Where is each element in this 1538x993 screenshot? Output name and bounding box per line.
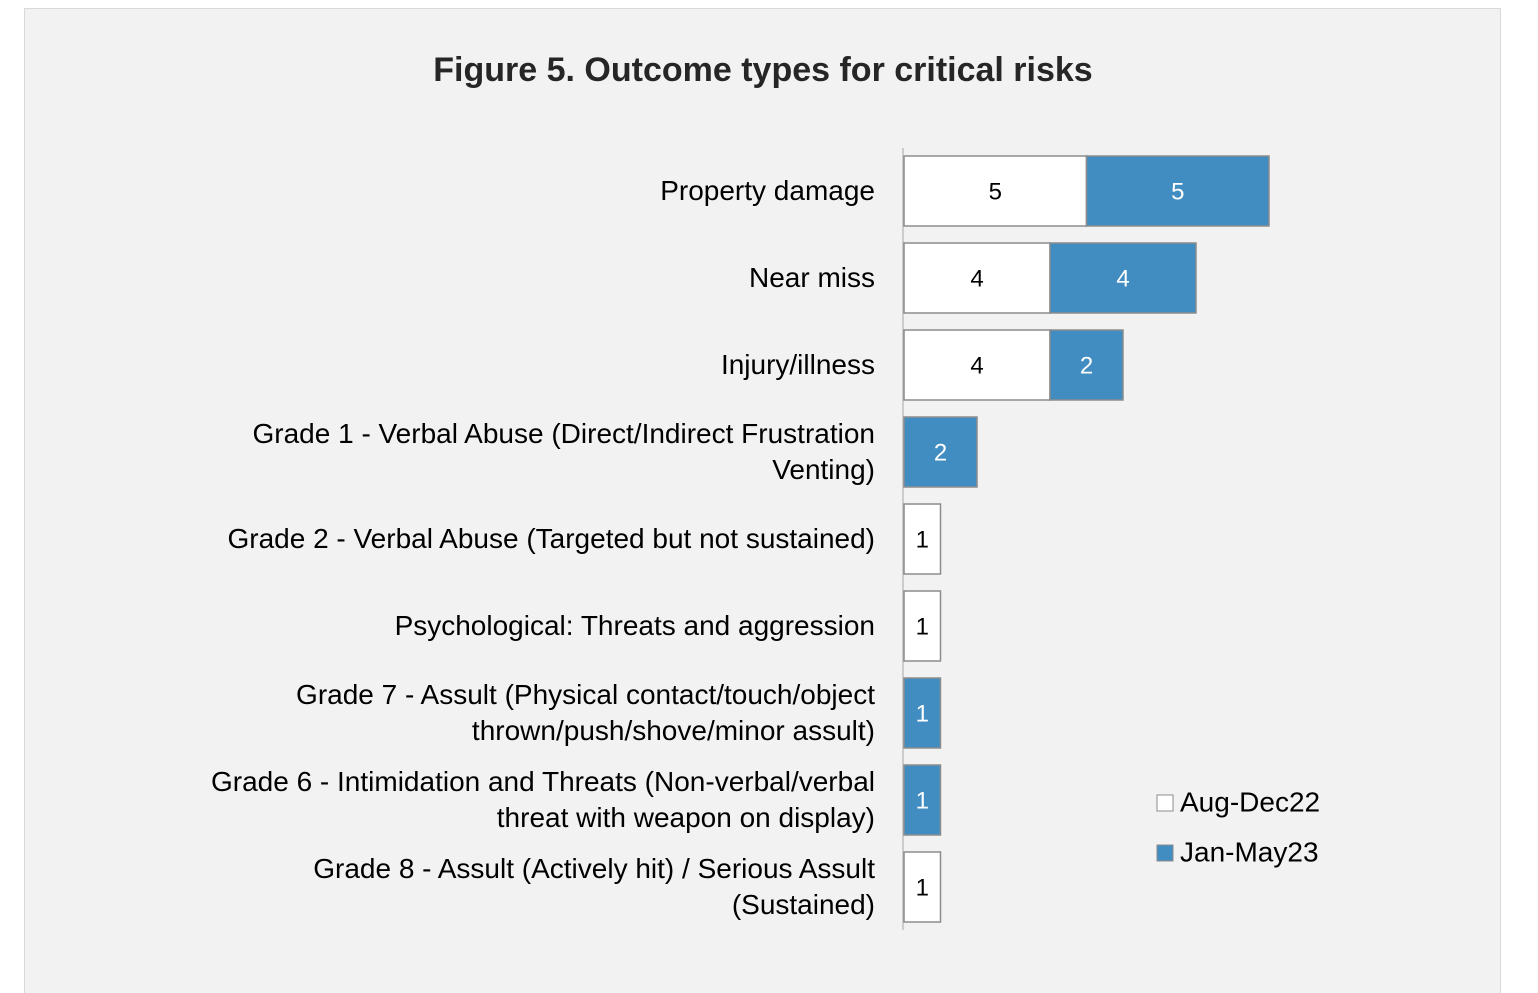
category-label: Grade 1 - Verbal Abuse (Direct/Indirect … [252, 418, 876, 485]
bar-segment [903, 242, 1051, 314]
legend-label: Aug-Dec22 [1180, 786, 1320, 817]
data-label: 2 [1080, 352, 1093, 379]
bar-segment [1049, 329, 1124, 401]
data-label: 4 [970, 352, 983, 379]
bar-segment [903, 851, 942, 923]
category-label: Near miss [748, 262, 875, 293]
bar-segment [1049, 242, 1197, 314]
legend-label: Jan-May23 [1180, 836, 1319, 867]
chart-title: Figure 5. Outcome types for critical ris… [433, 51, 1092, 89]
legend-swatch [1156, 794, 1174, 812]
data-label: 1 [916, 526, 929, 553]
bar-segment [903, 416, 978, 488]
category-label: Psychological: Threats and aggression [394, 610, 875, 641]
bar-segment [903, 155, 1088, 227]
data-label: 1 [916, 613, 929, 640]
data-label: 1 [916, 874, 929, 901]
bar-segment [903, 677, 942, 749]
category-label: Injury/illness [720, 349, 875, 380]
bar-segment [1085, 155, 1270, 227]
bar-segment [903, 590, 942, 662]
category-label: Grade 2 - Verbal Abuse (Targeted but not… [227, 523, 875, 554]
data-label: 4 [970, 265, 983, 292]
bar-segment [903, 764, 942, 836]
category-label: Grade 6 - Intimidation and Threats (Non-… [210, 766, 875, 833]
data-label: 2 [934, 439, 947, 466]
bar-segment [903, 503, 942, 575]
category-label: Grade 8 - Assult (Actively hit) / Seriou… [313, 853, 875, 920]
data-label: 5 [1171, 178, 1184, 205]
data-label: 1 [916, 700, 929, 727]
bar-segment [903, 329, 1051, 401]
category-label: Grade 7 - Assult (Physical contact/touch… [296, 679, 875, 746]
legend-swatch [1156, 844, 1174, 862]
category-label: Property damage [660, 175, 875, 206]
data-label: 5 [989, 178, 1002, 205]
data-label: 4 [1116, 265, 1129, 292]
data-label: 1 [916, 787, 929, 814]
